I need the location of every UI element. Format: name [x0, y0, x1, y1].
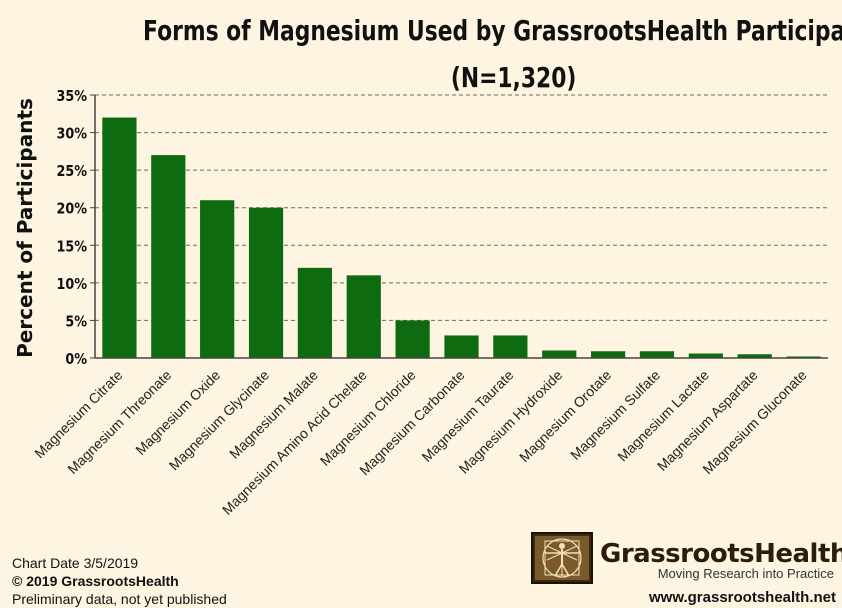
- bar: [346, 275, 381, 358]
- bar: [444, 335, 479, 358]
- chart-subtitle: (N=1,320): [451, 61, 577, 93]
- bar: [493, 335, 528, 358]
- chart-title: Forms of Magnesium Used by GrassrootsHea…: [143, 14, 842, 46]
- bar: [151, 155, 186, 358]
- y-tick-label: 5%: [65, 313, 87, 330]
- bar: [688, 353, 723, 358]
- x-tick-label: Magnesium Malate: [226, 367, 321, 462]
- vitruvian-man-icon: [531, 532, 593, 584]
- bar: [639, 351, 675, 358]
- bar: [200, 200, 235, 358]
- y-tick-label: 25%: [57, 163, 88, 180]
- x-tick-label: Magnesium Lactate: [614, 367, 712, 465]
- y-tick-label: 30%: [57, 126, 88, 143]
- y-tick-label: 15%: [57, 238, 88, 255]
- bar: [737, 354, 772, 358]
- chart-date: Chart Date 3/5/2019: [12, 555, 139, 571]
- x-tick-label: Magnesium Citrate: [31, 367, 126, 462]
- footer: Chart Date 3/5/2019 © 2019 GrassrootsHea…: [12, 554, 227, 608]
- brand-block: GrassrootsHealth Moving Research into Pr…: [600, 539, 842, 581]
- x-tick-label: Magnesium Oxide: [132, 367, 223, 458]
- y-tick-labels: 0% 5% 10% 15% 20% 25% 30% 35%: [57, 88, 88, 368]
- y-tick-label: 35%: [57, 88, 88, 105]
- bar: [395, 320, 430, 358]
- y-tick-label: 20%: [57, 201, 88, 218]
- bar: [297, 267, 333, 358]
- y-axis-title: Percent of Participants: [13, 98, 37, 358]
- brand-name: GrassrootsHealth: [600, 539, 842, 569]
- x-tick-label: Magnesium Taurate: [418, 367, 516, 465]
- brand-url[interactable]: www.grassrootshealth.net: [649, 589, 836, 606]
- bar: [590, 351, 626, 358]
- bar-chart: Forms of Magnesium Used by GrassrootsHea…: [13, 14, 842, 518]
- brand-tagline: Moving Research into Practice: [657, 566, 834, 581]
- bars: [102, 117, 821, 359]
- bar: [102, 117, 137, 359]
- bar: [248, 207, 284, 358]
- x-tick-label: Magnesium Orotate: [516, 367, 614, 465]
- copyright: © 2019 GrassrootsHealth: [12, 573, 179, 589]
- y-tick-label: 10%: [57, 276, 88, 293]
- x-tick-label: Magnesium Sulfate: [567, 367, 663, 463]
- bar: [786, 356, 821, 358]
- x-tick-label: Magnesium Chloride: [317, 367, 419, 469]
- preliminary-note: Preliminary data, not yet published: [12, 591, 227, 607]
- y-tick-label: 0%: [65, 351, 87, 368]
- bar: [542, 350, 577, 358]
